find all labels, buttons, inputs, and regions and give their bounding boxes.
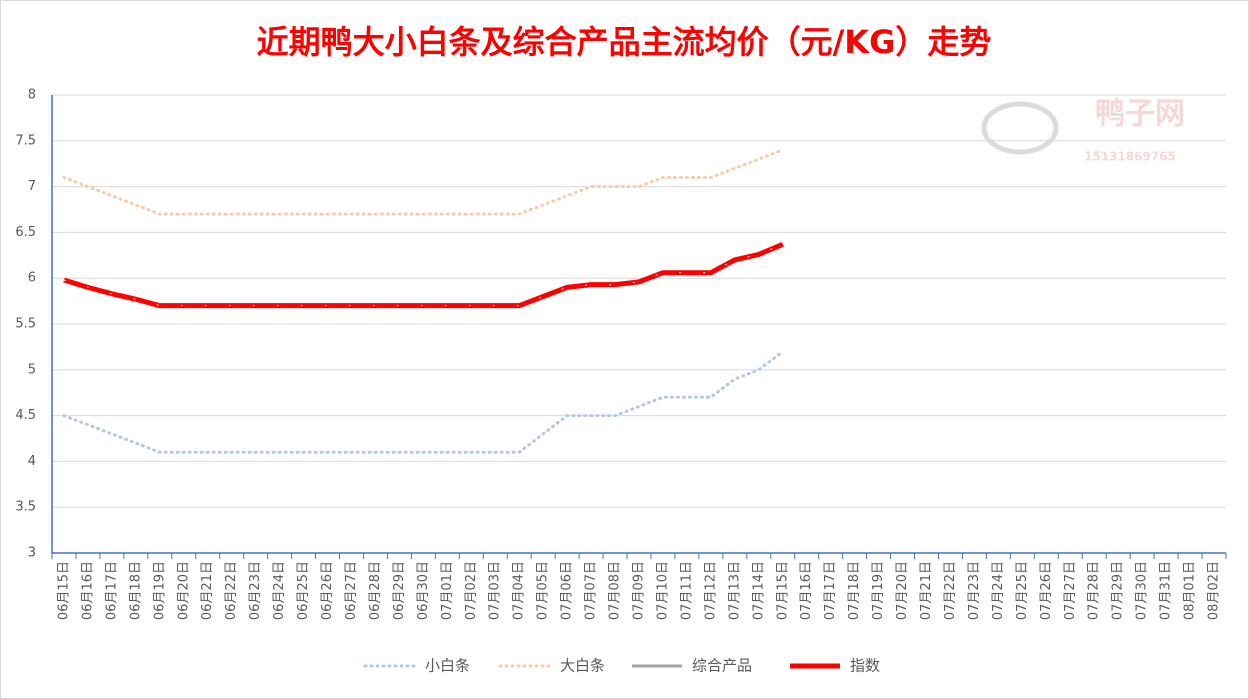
legend-label: 大白条 xyxy=(560,657,605,675)
x-tick-label: 07月10日 xyxy=(655,561,670,620)
x-tick-label: 07月04日 xyxy=(512,561,527,620)
y-tick-label: 5.5 xyxy=(15,317,36,332)
x-tick-label: 07月09日 xyxy=(632,561,647,620)
x-tick-label: 06月20日 xyxy=(176,561,191,620)
x-tick-label: 06月17日 xyxy=(104,561,119,620)
x-tick-label: 08月01日 xyxy=(1183,561,1198,620)
y-tick-label: 6 xyxy=(28,271,36,286)
x-tick-label: 07月17日 xyxy=(823,561,838,620)
x-tick-label: 06月21日 xyxy=(200,561,215,620)
watermark-phone: 15131869765 xyxy=(1084,150,1176,164)
x-tick-label: 06月18日 xyxy=(128,561,143,620)
x-tick-label: 07月01日 xyxy=(440,561,455,620)
x-tick-label: 07月18日 xyxy=(847,561,862,620)
x-tick-label: 07月21日 xyxy=(919,561,934,620)
x-tick-label: 07月15日 xyxy=(775,561,790,620)
x-tick-label: 07月16日 xyxy=(799,561,814,620)
series-line xyxy=(62,148,785,216)
x-tick-label: 06月19日 xyxy=(152,561,167,620)
x-tick-label: 07月27日 xyxy=(1063,561,1078,620)
series-line xyxy=(62,349,785,454)
x-tick-label: 07月19日 xyxy=(871,561,886,620)
x-tick-label: 06月26日 xyxy=(320,561,335,620)
x-tick-label: 06月25日 xyxy=(296,561,311,620)
x-tick-label: 06月28日 xyxy=(368,561,383,620)
legend-label: 指数 xyxy=(850,657,880,675)
x-tick-label: 06月23日 xyxy=(248,561,263,620)
series-line xyxy=(63,242,784,309)
x-tick-label: 07月26日 xyxy=(1039,561,1054,620)
x-tick-label: 07月23日 xyxy=(967,561,982,620)
x-tick-label: 07月20日 xyxy=(895,561,910,620)
y-tick-label: 8 xyxy=(28,88,36,103)
x-tick-label: 06月24日 xyxy=(272,561,287,620)
y-tick-label: 7.5 xyxy=(15,133,36,148)
watermark-logo xyxy=(981,101,1059,155)
watermark-name: 鸭子网 xyxy=(1095,97,1185,132)
x-tick-label: 06月16日 xyxy=(80,561,95,620)
x-tick-label: 07月14日 xyxy=(751,561,766,620)
watermark: 鸭子网 15131869765 xyxy=(981,97,1185,164)
y-tick-label: 4 xyxy=(28,454,36,469)
x-tick-label: 07月11日 xyxy=(679,561,694,620)
x-tick-label: 07月30日 xyxy=(1135,561,1150,620)
x-tick-label: 06月29日 xyxy=(392,561,407,620)
y-tick-label: 4.5 xyxy=(15,408,36,423)
legend-label: 综合产品 xyxy=(692,657,752,675)
x-tick-label: 07月05日 xyxy=(536,561,551,620)
x-tick-label: 07月24日 xyxy=(991,561,1006,620)
y-tick-label: 3.5 xyxy=(15,500,36,515)
chart-title: 近期鸭大小白条及综合产品主流均价（元/KG）走势 xyxy=(257,23,992,61)
x-tick-label: 07月06日 xyxy=(560,561,575,620)
x-tick-label: 07月03日 xyxy=(488,561,503,620)
x-tick-label: 07月02日 xyxy=(464,561,479,620)
x-tick-label: 06月30日 xyxy=(416,561,431,620)
x-tick-label: 06月22日 xyxy=(224,561,239,620)
x-tick-label: 07月13日 xyxy=(727,561,742,620)
x-tick-label: 07月31日 xyxy=(1159,561,1174,620)
x-tick-label: 07月22日 xyxy=(943,561,958,620)
y-tick-label: 7 xyxy=(28,179,36,194)
x-tick-label: 07月12日 xyxy=(703,561,718,620)
x-tick-label: 07月07日 xyxy=(584,561,599,620)
y-tick-label: 3 xyxy=(28,546,36,561)
x-tick-label: 07月08日 xyxy=(608,561,623,620)
y-tick-label: 5 xyxy=(28,362,36,377)
x-tick-label: 07月25日 xyxy=(1015,561,1030,620)
x-tick-label: 06月27日 xyxy=(344,561,359,620)
x-tick-label: 07月29日 xyxy=(1111,561,1126,620)
x-tick-label: 08月02日 xyxy=(1207,561,1222,620)
y-tick-label: 6.5 xyxy=(15,225,36,240)
x-tick-label: 06月15日 xyxy=(56,561,71,620)
legend-label: 小白条 xyxy=(425,657,470,675)
x-tick-label: 07月28日 xyxy=(1087,561,1102,620)
